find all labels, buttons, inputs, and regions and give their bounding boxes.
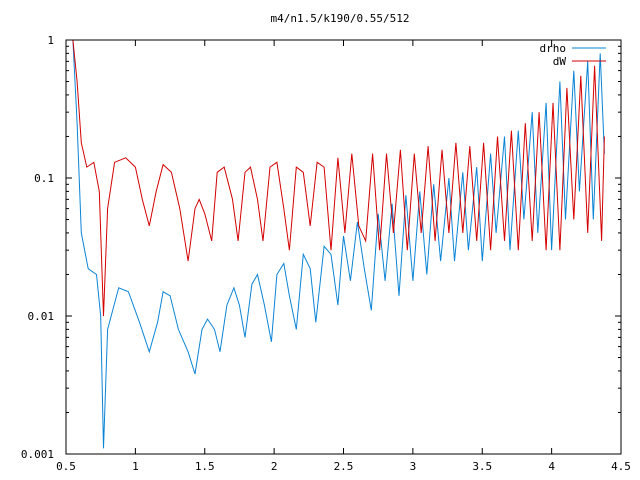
x-tick-label: 0.5 <box>56 460 76 473</box>
plot-frame <box>65 39 622 455</box>
series-layer <box>72 39 605 449</box>
legend-label-dW: dW <box>553 55 567 68</box>
axis-ticks: 0.5 1 1.5 2 2.5 3 3.5 4 4.5 0.001 0.01 0.1 1 <box>21 34 631 473</box>
x-tick-label: 1 <box>132 460 139 473</box>
y-tick-label: 0.01 <box>28 310 55 323</box>
series-line-drho <box>72 39 605 449</box>
y-tick-label: 0.1 <box>34 172 54 185</box>
x-tick-label: 1.5 <box>195 460 215 473</box>
x-tick-label: 4 <box>548 460 555 473</box>
chart-title: m4/n1.5/k190/0.55/512 <box>270 12 409 25</box>
x-tick-label: 3.5 <box>472 460 492 473</box>
legend-label-drho: drho <box>540 42 567 55</box>
y-tick-label: 1 <box>47 34 54 47</box>
x-tick-label: 3 <box>410 460 417 473</box>
x-tick-label: 2 <box>271 460 278 473</box>
y-tick-label: 0.001 <box>21 448 54 461</box>
x-tick-label: 4.5 <box>611 460 631 473</box>
x-tick-label: 2.5 <box>334 460 354 473</box>
series-line-dW <box>72 39 605 317</box>
